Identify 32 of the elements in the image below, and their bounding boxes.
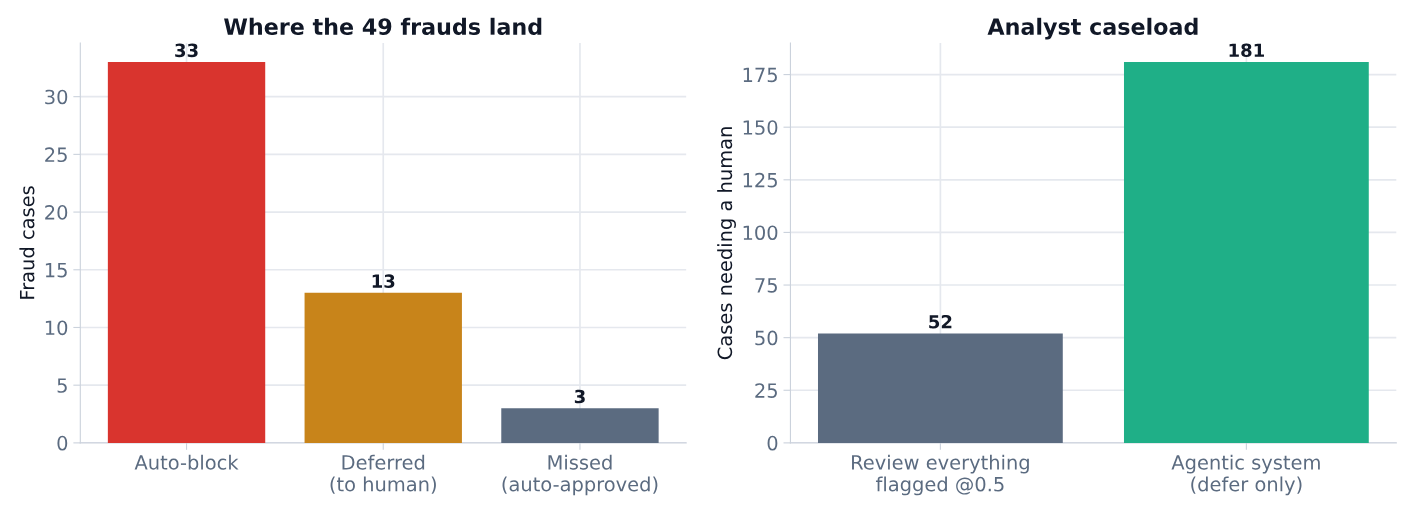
- chart-title: Analyst caseload: [987, 17, 1198, 40]
- y-tick-label: 0: [767, 435, 778, 451]
- bar: [304, 292, 462, 443]
- bar: [501, 408, 659, 443]
- y-tick-label: 0: [57, 435, 68, 451]
- data-label: 181: [1229, 43, 1264, 58]
- y-tick-label: 175: [743, 67, 777, 83]
- y-tick-label: 30: [45, 89, 68, 105]
- y-tick-label: 125: [743, 172, 777, 188]
- data-label: 13: [372, 274, 395, 288]
- y-tick-label: 25: [755, 383, 777, 398]
- y-tick-label: 75: [755, 278, 777, 293]
- y-axis-title: Fraud cases: [19, 186, 35, 299]
- data-label: 3: [574, 389, 585, 404]
- y-tick-label: 50: [755, 330, 778, 346]
- x-tick-label: Review everything flagged @0.5: [852, 454, 1029, 496]
- chart-title: Where the 49 frauds land: [224, 17, 542, 35]
- bar: [107, 62, 266, 443]
- y-tick-label: 20: [45, 205, 68, 220]
- y-tick-label: 15: [45, 262, 67, 278]
- y-tick-label: 10: [45, 320, 68, 336]
- x-tick-label: Missed (auto-approved): [502, 454, 658, 496]
- y-axis-title: Cases needing a human: [717, 127, 736, 360]
- x-tick-label: Deferred (to human): [330, 454, 436, 494]
- x-tick-label: Agentic system (defer only): [1171, 454, 1320, 496]
- y-tick-label: 150: [743, 120, 778, 135]
- data-label: 33: [175, 43, 198, 58]
- y-tick-label: 25: [45, 147, 67, 163]
- data-label: 52: [929, 314, 952, 329]
- x-tick-label: Auto-block: [134, 454, 239, 470]
- y-tick-label: 5: [57, 378, 67, 393]
- y-tick-label: 100: [743, 225, 778, 241]
